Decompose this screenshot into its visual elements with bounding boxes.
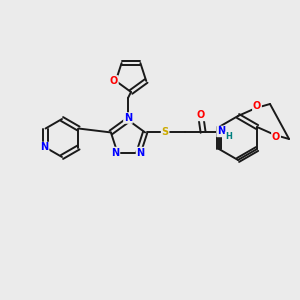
Text: O: O <box>272 132 280 142</box>
Text: O: O <box>253 101 261 111</box>
Text: O: O <box>110 76 118 86</box>
Text: N: N <box>124 113 132 123</box>
Text: N: N <box>217 126 225 136</box>
Text: H: H <box>225 132 232 141</box>
Text: N: N <box>40 142 49 152</box>
Text: O: O <box>197 110 205 120</box>
Text: N: N <box>136 148 145 158</box>
Text: N: N <box>111 148 119 158</box>
Text: S: S <box>162 128 169 137</box>
